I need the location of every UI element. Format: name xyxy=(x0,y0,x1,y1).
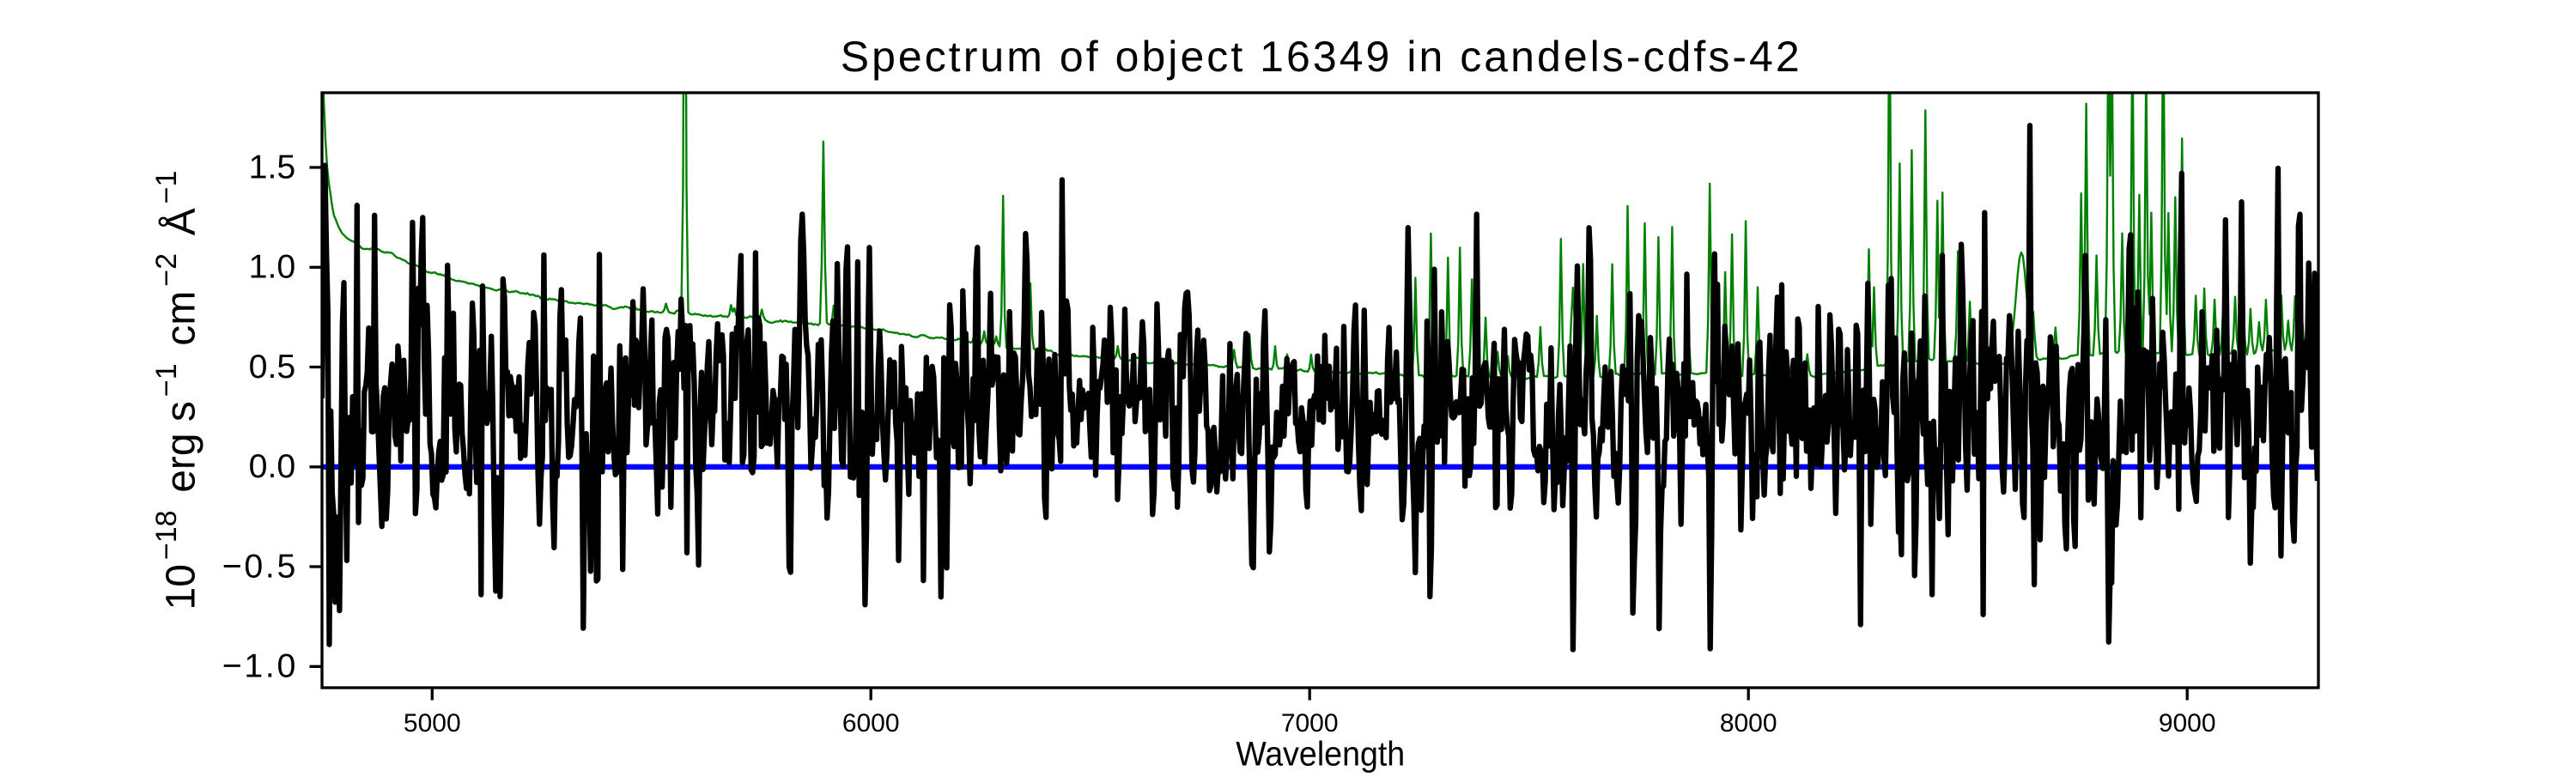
svg-text:1.0: 1.0 xyxy=(249,248,296,286)
svg-text:−1: −1 xyxy=(150,171,183,204)
svg-text:0.5: 0.5 xyxy=(249,348,296,385)
svg-text:7000: 7000 xyxy=(1281,709,1339,738)
svg-text:9000: 9000 xyxy=(2159,709,2216,738)
svg-text:Å: Å xyxy=(158,208,204,235)
svg-text:0.0: 0.0 xyxy=(249,447,296,485)
svg-text:Spectrum of object 16349 in ca: Spectrum of object 16349 in candels-cdfs… xyxy=(841,33,1800,81)
svg-text:−1.0: −1.0 xyxy=(222,647,296,685)
svg-text:1.5: 1.5 xyxy=(249,148,296,185)
svg-text:−0.5: −0.5 xyxy=(222,547,296,585)
svg-text:8000: 8000 xyxy=(1720,709,1777,738)
svg-text:10: 10 xyxy=(158,564,204,610)
svg-text:6000: 6000 xyxy=(842,709,900,738)
svg-text:erg s: erg s xyxy=(158,401,204,493)
svg-text:−18: −18 xyxy=(150,510,183,560)
svg-text:−2: −2 xyxy=(150,253,183,287)
svg-text:cm: cm xyxy=(158,291,204,346)
svg-text:−1: −1 xyxy=(150,363,183,397)
svg-text:5000: 5000 xyxy=(404,709,461,738)
svg-text:Wavelength: Wavelength xyxy=(1236,735,1405,773)
